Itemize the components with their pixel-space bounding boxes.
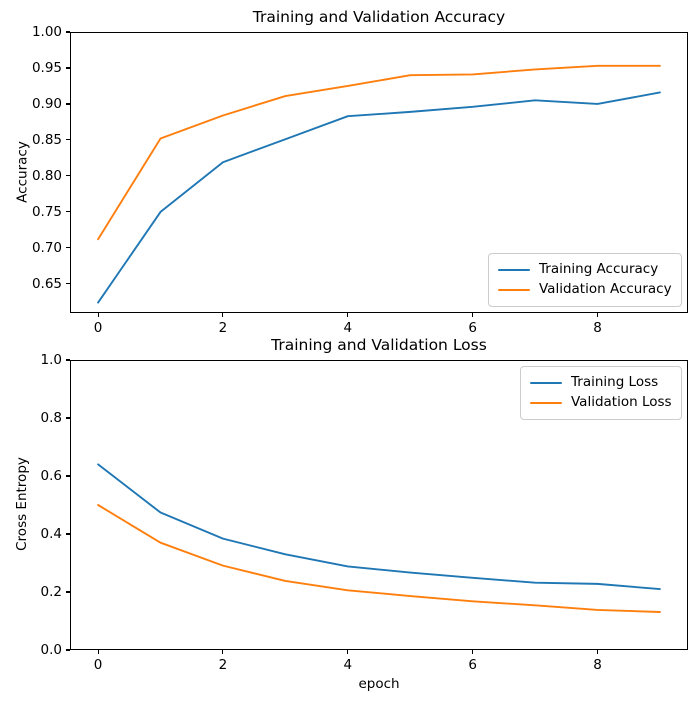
y-tick-label: 0.6: [40, 468, 62, 484]
legend-item[interactable]: Validation Loss: [530, 393, 672, 413]
y-tick-label: 0.2: [40, 584, 62, 600]
legend-label: Validation Loss: [571, 394, 672, 411]
legend-item[interactable]: Training Accuracy: [498, 260, 672, 280]
legend-line-swatch: [530, 381, 562, 385]
x-tick-label: 0: [93, 320, 103, 336]
series-line: [97, 504, 661, 613]
y-tick-label: 0.65: [31, 275, 62, 292]
y-tick-mark: [66, 139, 70, 141]
y-tick-label: 0.75: [31, 203, 62, 220]
loss-plot-area: [70, 360, 688, 650]
legend-item[interactable]: Training Loss: [530, 373, 672, 393]
y-tick-mark: [66, 359, 70, 361]
y-tick-label: 1.0: [40, 352, 62, 368]
x-tick-label: 4: [343, 320, 353, 336]
y-tick-mark: [66, 247, 70, 249]
loss-x-axis-label: epoch: [358, 676, 400, 692]
x-tick-mark: [97, 650, 99, 654]
legend-line-swatch: [498, 288, 530, 292]
y-tick-mark: [66, 591, 70, 593]
accuracy-plot-area: [70, 32, 688, 313]
legend-line-swatch: [530, 401, 562, 405]
y-tick-mark: [66, 31, 70, 33]
x-tick-mark: [472, 313, 474, 317]
x-tick-mark: [347, 313, 349, 317]
y-tick-label: 0.90: [31, 95, 62, 112]
loss-chart-title: Training and Validation Loss: [271, 336, 487, 354]
y-tick-mark: [66, 649, 70, 651]
x-tick-mark: [222, 313, 224, 317]
x-tick-mark: [97, 313, 99, 317]
y-tick-mark: [66, 67, 70, 69]
x-tick-label: 6: [468, 320, 477, 336]
loss-legend[interactable]: Training Loss Validation Loss: [520, 366, 682, 420]
x-tick-label: 8: [593, 657, 602, 673]
y-tick-mark: [66, 475, 70, 477]
x-tick-label: 0: [93, 657, 103, 673]
legend-item[interactable]: Validation Accuracy: [498, 280, 672, 300]
legend-label: Training Accuracy: [539, 261, 659, 278]
x-tick-mark: [347, 650, 349, 654]
y-tick-label: 0.70: [31, 239, 62, 256]
x-tick-mark: [472, 650, 474, 654]
x-tick-mark: [222, 650, 224, 654]
series-line: [97, 463, 661, 591]
accuracy-legend[interactable]: Training Accuracy Validation Accuracy: [488, 253, 682, 307]
series-line: [97, 64, 661, 241]
y-tick-label: 0.85: [31, 131, 62, 148]
y-tick-label: 0.4: [40, 526, 62, 542]
x-tick-label: 4: [343, 657, 353, 673]
legend-line-swatch: [498, 268, 530, 272]
x-tick-mark: [596, 650, 599, 654]
x-tick-label: 2: [218, 320, 228, 336]
y-tick-label: 0.8: [40, 410, 62, 426]
y-tick-mark: [66, 533, 70, 535]
y-tick-label: 0.95: [31, 59, 62, 76]
x-tick-label: 8: [593, 320, 602, 336]
y-tick-mark: [66, 103, 70, 105]
y-tick-mark: [66, 175, 70, 177]
accuracy-chart-title: Training and Validation Accuracy: [252, 8, 506, 26]
legend-label: Training Loss: [571, 374, 659, 391]
y-tick-label: 1.00: [31, 24, 62, 40]
y-tick-mark: [66, 417, 70, 419]
y-tick-label: 0.0: [40, 642, 62, 658]
y-tick-label: 0.80: [31, 167, 62, 184]
x-tick-mark: [596, 313, 599, 317]
x-tick-label: 2: [218, 657, 228, 673]
y-tick-mark: [66, 211, 70, 213]
legend-label: Validation Accuracy: [539, 281, 672, 298]
series-line: [97, 91, 661, 304]
x-tick-label: 6: [468, 657, 477, 673]
y-tick-mark: [66, 283, 70, 285]
